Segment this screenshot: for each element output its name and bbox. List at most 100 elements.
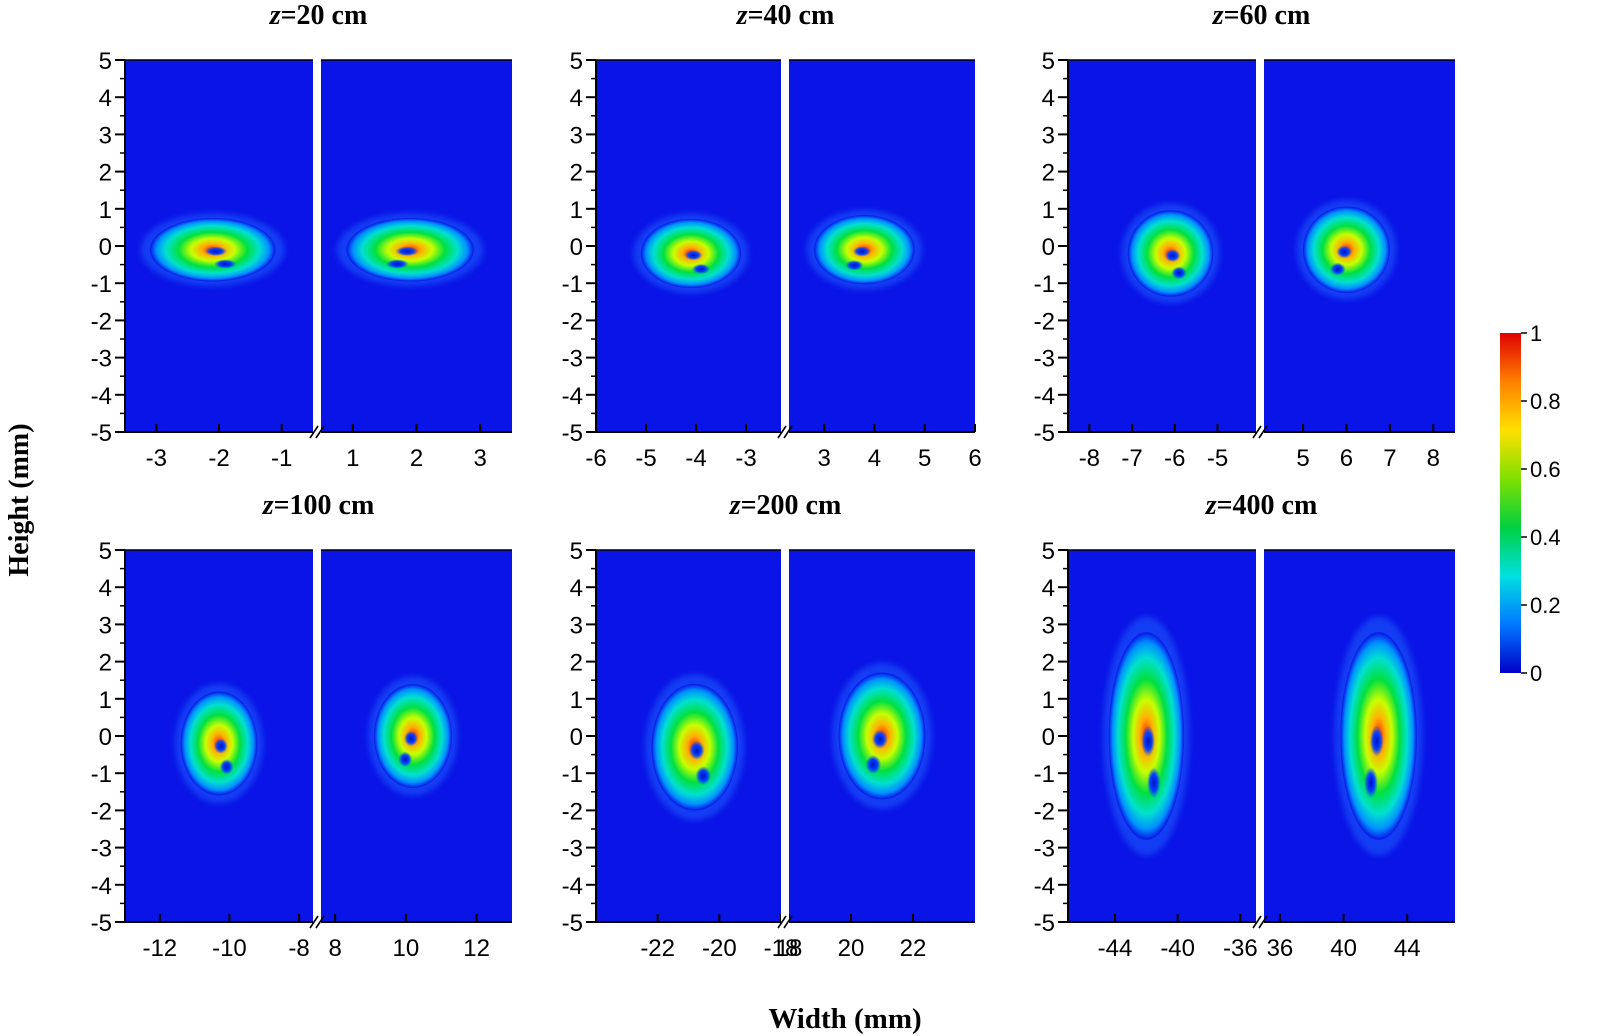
colorbar-tick-label: 0.6 xyxy=(1530,457,1561,482)
x-tick-label: 6 xyxy=(1340,445,1353,472)
left-half: -22 -20 -18 xyxy=(596,549,798,962)
vortex-core xyxy=(1369,725,1384,757)
x-tick-label: -7 xyxy=(1121,445,1142,472)
right-half: 8 10 12 xyxy=(321,549,512,962)
x-tick-label: -3 xyxy=(146,445,167,472)
x-tick-label: -8 xyxy=(288,935,309,962)
vortex-core xyxy=(1164,249,1181,263)
x-tick-label: 1 xyxy=(346,445,359,472)
x-tick-label: 8 xyxy=(328,935,341,962)
panel-title: z=100 cm xyxy=(262,490,375,521)
vortex-core xyxy=(219,759,234,775)
colorbar-tick-label: 0.8 xyxy=(1530,389,1561,414)
y-tick-label: 4 xyxy=(570,85,583,112)
y-tick-label: -4 xyxy=(91,383,112,410)
x-tick-label: 12 xyxy=(463,935,490,962)
y-tick-label: 1 xyxy=(99,197,112,224)
x-tick-label: -20 xyxy=(702,935,737,962)
y-tick-label: -2 xyxy=(1034,308,1055,335)
axis-break-gap xyxy=(1256,58,1264,434)
vortex-core xyxy=(689,740,705,760)
break-mark xyxy=(1258,915,1268,929)
y-tick-label: 0 xyxy=(570,234,583,261)
vortex-core xyxy=(1147,767,1161,799)
colorbar-tick-label: 0.4 xyxy=(1530,525,1561,550)
x-tick-label: 44 xyxy=(1394,935,1421,962)
vortex-core xyxy=(692,263,710,275)
vortex-core xyxy=(1171,266,1187,280)
panel-title: z=400 cm xyxy=(1205,490,1318,521)
vortex-core xyxy=(385,259,409,269)
axis-break-gap xyxy=(1256,548,1264,924)
y-tick-label: 2 xyxy=(99,650,112,677)
y-tick-label: -1 xyxy=(562,761,583,788)
x-tick-label: -22 xyxy=(640,935,675,962)
y-tick-label: -5 xyxy=(1034,420,1055,447)
y-tick-label: 5 xyxy=(1042,48,1055,75)
y-tick-label: -5 xyxy=(1034,910,1055,937)
vortex-core xyxy=(684,249,703,261)
x-tick-label: 18 xyxy=(776,935,803,962)
x-tick-label: 8 xyxy=(1427,445,1440,472)
y-tick-label: -3 xyxy=(562,836,583,863)
vortex-core xyxy=(852,246,871,257)
y-tick-label: -5 xyxy=(91,910,112,937)
x-tick-label: -6 xyxy=(1164,445,1185,472)
break-mark xyxy=(309,915,319,929)
y-tick-label: -1 xyxy=(562,271,583,298)
break-mark xyxy=(783,915,793,929)
vortex-core xyxy=(1329,262,1346,276)
x-tick-label: -1 xyxy=(271,445,292,472)
y-tick-label: 4 xyxy=(99,575,112,602)
break-mark xyxy=(315,425,325,439)
break-mark xyxy=(1258,425,1268,439)
break-mark xyxy=(1252,425,1262,439)
x-tick-label: -12 xyxy=(142,935,177,962)
y-tick-label: -2 xyxy=(91,798,112,825)
colorbar-tick-label: 1 xyxy=(1530,321,1542,346)
vortex-core xyxy=(845,260,864,271)
break-mark xyxy=(783,425,793,439)
y-tick-label: 3 xyxy=(1042,122,1055,149)
left-half: -44 -40 -36 xyxy=(1068,549,1258,962)
y-tick-label: 4 xyxy=(570,575,583,602)
left-half: -12 -10 -8 xyxy=(125,549,313,962)
vortex-core xyxy=(865,755,882,775)
y-tick-label: 1 xyxy=(1042,687,1055,714)
y-tick-label: 5 xyxy=(99,48,112,75)
x-tick-label: -40 xyxy=(1160,935,1195,962)
y-tick-label: -5 xyxy=(562,910,583,937)
colorbar-tick-label: 0.2 xyxy=(1530,593,1561,618)
y-tick-label: 5 xyxy=(1042,538,1055,565)
y-tick-label: -3 xyxy=(1034,836,1055,863)
y-tick-label: -2 xyxy=(91,308,112,335)
panel-title: z=200 cm xyxy=(729,490,842,521)
y-tick-label: -3 xyxy=(1034,346,1055,373)
y-tick-label: 3 xyxy=(570,612,583,639)
x-tick-label: -5 xyxy=(635,445,656,472)
y-tick-label: 5 xyxy=(570,538,583,565)
y-tick-label: -3 xyxy=(91,346,112,373)
right-half: 3 4 5 6 xyxy=(789,59,982,472)
colorbar-tick-label: 0 xyxy=(1530,661,1542,686)
axis-break-gap xyxy=(313,58,321,434)
x-tick-label: -3 xyxy=(735,445,756,472)
y-tick-label: 1 xyxy=(570,197,583,224)
x-tick-label: -8 xyxy=(1079,445,1100,472)
right-half: 18 20 22 xyxy=(776,549,975,962)
x-tick-label: 10 xyxy=(393,935,420,962)
vortex-core xyxy=(404,730,419,747)
y-tick-label: 0 xyxy=(99,234,112,261)
vortex-core xyxy=(872,729,888,749)
y-tick-label: 0 xyxy=(570,724,583,751)
x-tick-label: 36 xyxy=(1267,935,1294,962)
left-half: -3 -2 -1 xyxy=(125,59,313,472)
y-tick-label: -5 xyxy=(562,420,583,447)
y-tick-label: 3 xyxy=(1042,612,1055,639)
right-half: 5 6 7 8 xyxy=(1264,59,1455,472)
y-tick-label: 0 xyxy=(1042,234,1055,261)
break-mark xyxy=(315,915,325,929)
y-tick-label: -3 xyxy=(562,346,583,373)
axis-break-gap xyxy=(313,548,321,924)
